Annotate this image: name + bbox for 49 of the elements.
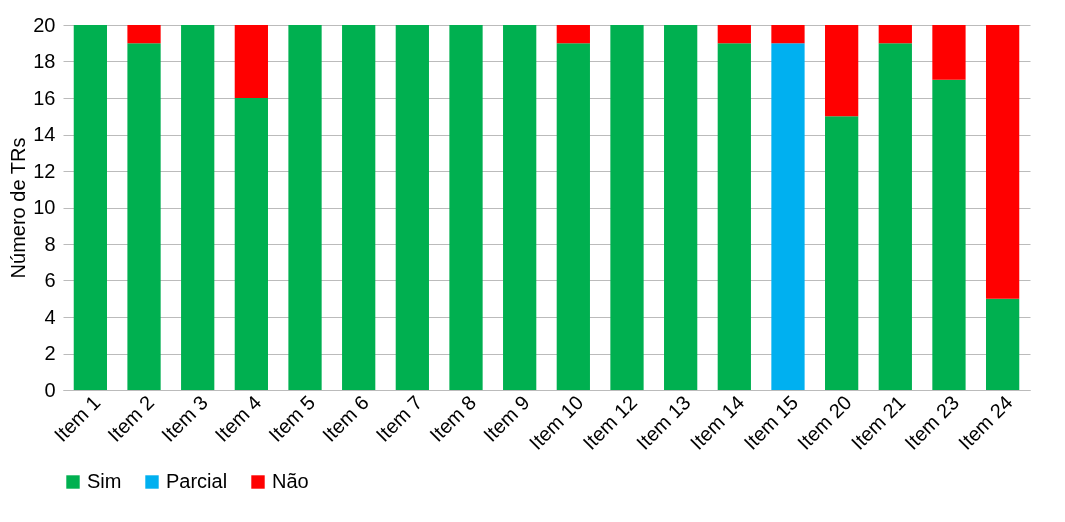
y-tick-label: 20 [33, 13, 56, 36]
x-tick-label: Item 8 [425, 391, 481, 446]
y-tick-label: 8 [44, 232, 56, 255]
bar [127, 43, 161, 390]
x-tick-label: Item 5 [264, 391, 320, 446]
y-axis-title: Número de TRs [7, 137, 30, 279]
bar [503, 25, 537, 390]
bar [825, 25, 859, 117]
bar [986, 25, 1020, 299]
bar [395, 25, 429, 390]
bar [234, 25, 268, 98]
bar [878, 25, 912, 44]
legend-label: Não [272, 470, 309, 492]
bar [932, 25, 966, 80]
bar [556, 25, 590, 44]
bar [986, 298, 1020, 390]
y-tick-label: 16 [33, 86, 56, 109]
bar [610, 25, 644, 390]
bar [878, 43, 912, 390]
bar [932, 79, 966, 390]
bar [771, 43, 805, 390]
y-tick-label: 4 [44, 305, 56, 328]
bar [717, 25, 751, 44]
bar [234, 98, 268, 390]
bar [825, 116, 859, 390]
y-tick-label: 12 [33, 159, 56, 182]
bar [288, 25, 322, 390]
x-tick-label: Item 7 [371, 391, 427, 446]
x-tick-label: Item 2 [103, 391, 159, 446]
legend-label: Sim [87, 470, 122, 492]
bar [717, 43, 751, 390]
x-tick-label: Item 4 [210, 391, 266, 446]
bar [181, 25, 215, 390]
bar [342, 25, 376, 390]
y-tick-label: 18 [33, 50, 56, 72]
bar [556, 43, 590, 390]
y-tick-label: 14 [33, 123, 56, 145]
y-tick-label: 2 [44, 342, 56, 364]
x-tick-label: Item 3 [156, 391, 212, 446]
legend-label: Parcial [166, 470, 228, 492]
y-tick-label: 6 [44, 269, 56, 291]
x-tick-label: Item 6 [317, 391, 373, 446]
y-tick-label: 0 [44, 378, 56, 401]
bar [664, 25, 698, 390]
y-tick-label: 10 [33, 196, 56, 218]
bar [771, 25, 805, 44]
bar [73, 25, 107, 390]
bar [127, 25, 161, 44]
bar [449, 25, 483, 390]
